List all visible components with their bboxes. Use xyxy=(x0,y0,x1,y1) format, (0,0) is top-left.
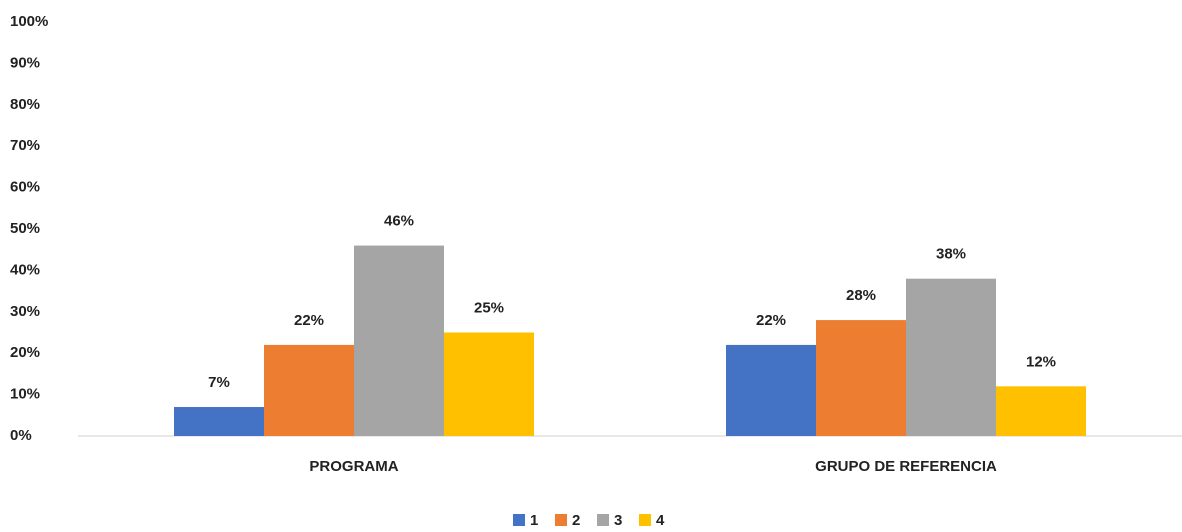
y-tick-label: 0% xyxy=(10,427,32,444)
legend-label: 3 xyxy=(614,512,622,529)
bar xyxy=(354,245,444,436)
y-tick-label: 10% xyxy=(10,386,40,403)
y-tick-label: 100% xyxy=(10,13,48,30)
legend-swatch xyxy=(597,514,609,526)
value-label: 38% xyxy=(936,246,966,263)
y-tick-label: 40% xyxy=(10,261,40,278)
value-label: 12% xyxy=(1026,353,1056,370)
y-tick-label: 70% xyxy=(10,137,40,154)
value-label: 25% xyxy=(474,299,504,316)
y-tick-label: 90% xyxy=(10,54,40,71)
value-label: 46% xyxy=(384,213,414,230)
x-tick-label: PROGRAMA xyxy=(309,458,398,475)
bar xyxy=(906,278,996,436)
value-label: 28% xyxy=(846,287,876,304)
bar xyxy=(264,344,354,436)
bar xyxy=(174,407,264,436)
value-label: 22% xyxy=(756,312,786,329)
bar xyxy=(444,332,534,436)
bar xyxy=(726,344,816,436)
bar xyxy=(996,386,1086,436)
value-label: 7% xyxy=(208,374,230,391)
legend-swatch xyxy=(555,514,567,526)
legend-swatch xyxy=(639,514,651,526)
y-tick-label: 20% xyxy=(10,344,40,361)
value-label: 22% xyxy=(294,312,324,329)
legend-label: 4 xyxy=(656,512,665,529)
legend-swatch xyxy=(513,514,525,526)
legend-label: 1 xyxy=(530,512,538,529)
y-tick-label: 30% xyxy=(10,303,40,320)
bar xyxy=(816,320,906,436)
y-tick-label: 60% xyxy=(10,179,40,196)
x-tick-label: GRUPO DE REFERENCIA xyxy=(815,458,997,475)
legend-label: 2 xyxy=(572,512,580,529)
y-tick-label: 80% xyxy=(10,96,40,113)
y-tick-label: 50% xyxy=(10,220,40,237)
